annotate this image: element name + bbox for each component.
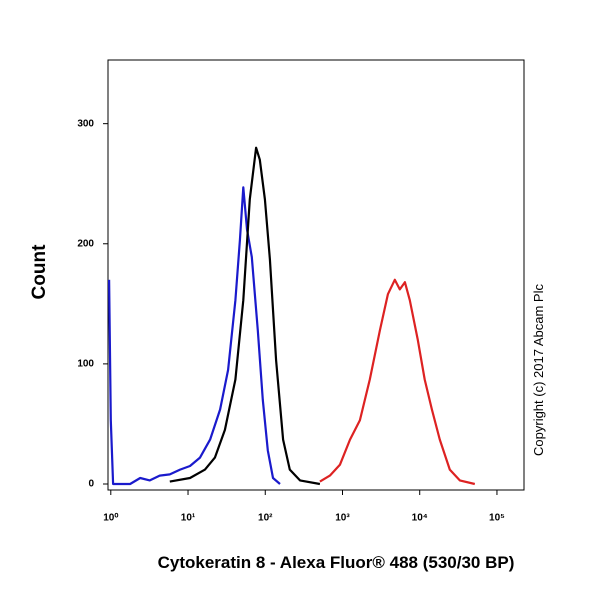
- y-tick-label: 100: [77, 359, 94, 370]
- x-tick-label: 10³: [335, 513, 350, 524]
- x-tick-label: 10²: [258, 513, 273, 524]
- x-tick-label: 10⁰: [103, 513, 118, 524]
- series-line: [108, 186, 281, 486]
- y-tick-label: 300: [77, 118, 94, 129]
- x-tick-label: 10⁴: [412, 513, 428, 524]
- x-axis-label: Cytokeratin 8 - Alexa Fluor® 488 (530/30…: [158, 553, 515, 572]
- y-tick-label: 0: [88, 479, 94, 490]
- copyright: Copyright (c) 2017 Abcam Plc: [531, 284, 546, 456]
- plot-frame: [107, 59, 525, 491]
- x-tick-label: 10⁵: [489, 513, 505, 524]
- x-tick-label: 10¹: [181, 513, 196, 524]
- series-line: [169, 146, 321, 486]
- series-line: [319, 278, 476, 486]
- y-tick-label: 200: [77, 238, 94, 249]
- y-axis-label: Count: [29, 244, 50, 300]
